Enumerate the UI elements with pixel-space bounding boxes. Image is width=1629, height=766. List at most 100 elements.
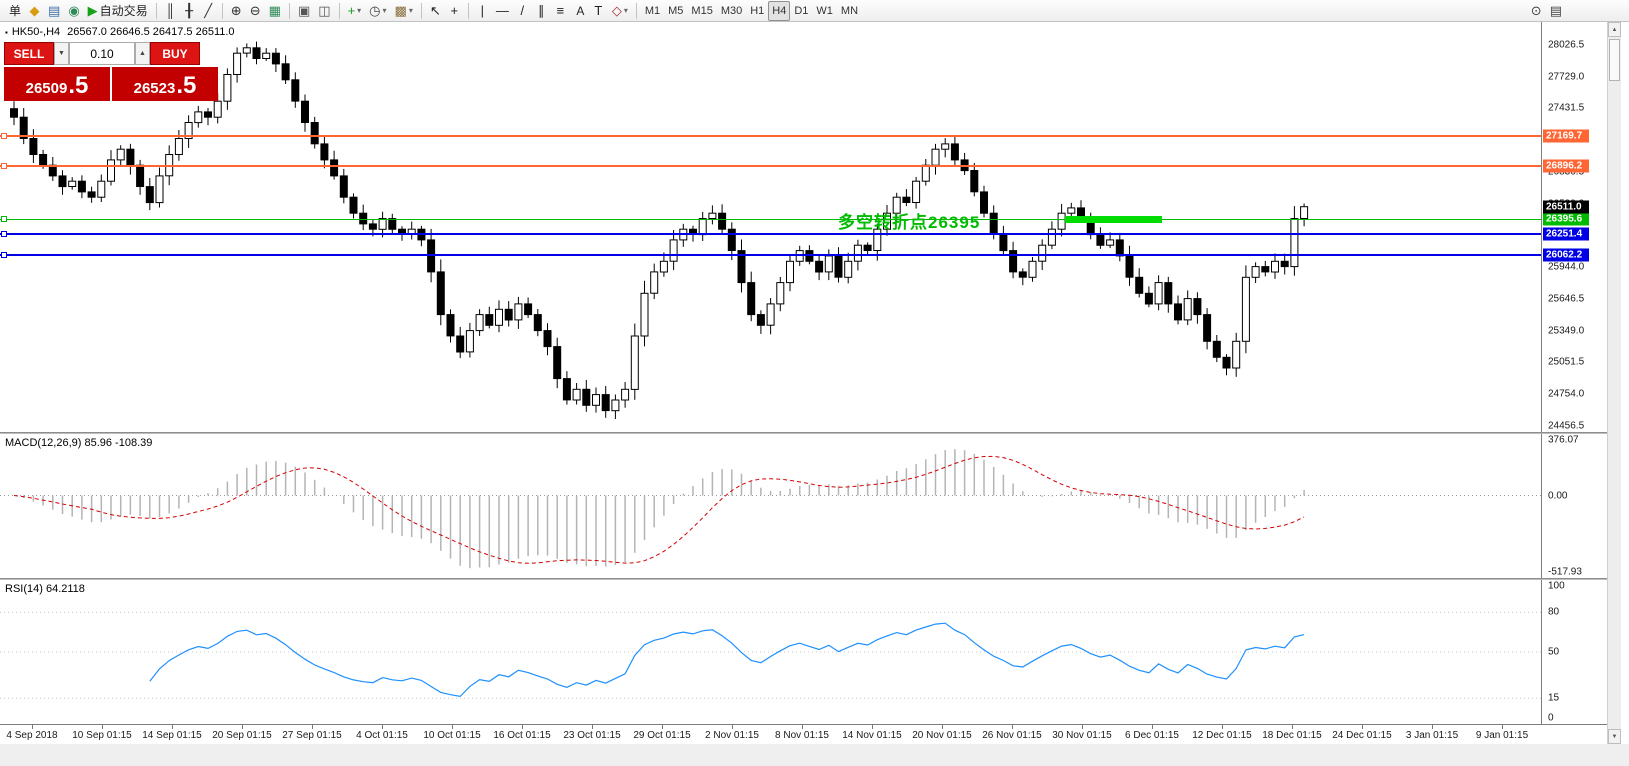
line-chart-mode-icon[interactable]: ╱ <box>204 3 213 18</box>
horizontal-line[interactable] <box>0 218 1541 220</box>
vertical-scrollbar[interactable]: ▲ ▼ <box>1607 22 1621 744</box>
label-tool-icon[interactable]: T <box>594 3 603 18</box>
search-icon[interactable]: ⊙ <box>1530 3 1542 18</box>
lot-decrease-button[interactable]: ▼ <box>54 42 69 65</box>
price-tag: 26251.4 <box>1543 227 1589 241</box>
timeframe-mn-button[interactable]: MN <box>840 4 859 17</box>
time-tick <box>172 725 173 729</box>
crosshair-icon[interactable]: + <box>450 3 459 18</box>
fibonacci-tool-icon[interactable]: ≡ <box>556 3 565 18</box>
horizontal-line[interactable] <box>0 233 1541 236</box>
line-handle[interactable] <box>1 216 7 223</box>
scroll-up-button[interactable]: ▲ <box>1608 22 1621 37</box>
periods-icon[interactable]: ◷ ▾ <box>369 3 387 18</box>
time-axis-label: 14 Nov 01:15 <box>842 730 902 741</box>
toolbar-separator <box>288 2 290 19</box>
horizontal-line-tool-icon[interactable]: — <box>495 3 509 18</box>
panel-splitter[interactable] <box>0 432 1607 434</box>
chart-profile-icon[interactable]: ▤ <box>48 3 61 18</box>
zoom-in-icon[interactable]: ⊕ <box>230 3 242 18</box>
ohlc-values-label: 26567.0 26646.5 26417.5 26511.0 <box>67 26 235 38</box>
macd-panel[interactable]: MACD(12,26,9) 85.96 -108.39 <box>0 434 1541 578</box>
templates-icon[interactable]: ▩ ▾ <box>394 3 413 18</box>
timeframe-m30-button[interactable]: M30 <box>720 4 743 17</box>
green-trend-segment[interactable] <box>1065 215 1162 223</box>
time-axis-label: 27 Sep 01:15 <box>282 730 342 741</box>
autotrading-button[interactable]: ▶ 自动交易 <box>87 3 148 18</box>
rsi-indicator-label: RSI(14) 64.2118 <box>5 583 85 595</box>
scrollbar-thumb[interactable] <box>1609 39 1620 81</box>
horizontal-line[interactable] <box>0 135 1541 138</box>
price-tag: 26062.2 <box>1543 248 1589 262</box>
rsi-axis-label: 50 <box>1548 646 1560 658</box>
time-axis-label: 6 Dec 01:15 <box>1125 730 1179 741</box>
time-tick <box>1152 725 1153 729</box>
price-axis-label: 24456.5 <box>1548 420 1585 432</box>
auto-scroll-icon[interactable]: ▦ <box>268 3 281 18</box>
time-axis-label: 4 Sep 2018 <box>6 730 58 741</box>
symbol-name-label: HK50-,H4 <box>11 26 61 38</box>
time-tick <box>872 725 873 729</box>
horizontal-line[interactable] <box>0 253 1541 256</box>
cascade-windows-icon[interactable]: ◫ <box>318 3 331 18</box>
buy-price-display[interactable]: 26523 .5 <box>112 67 218 101</box>
time-tick <box>662 725 663 729</box>
time-axis-label: 16 Oct 01:15 <box>493 730 551 741</box>
market-watch-icon[interactable]: ◉ <box>68 3 80 18</box>
tile-windows-icon[interactable]: ▣ <box>297 3 311 18</box>
one-click-trading-panel: SELL ▼ ▲ BUY 26509 .5 26523 .5 <box>4 42 220 101</box>
sell-button[interactable]: SELL <box>4 42 54 65</box>
line-handle[interactable] <box>1 162 7 169</box>
line-handle[interactable] <box>1 133 7 140</box>
timeframe-d1-button[interactable]: D1 <box>794 4 809 17</box>
lot-size-input[interactable] <box>69 42 135 65</box>
price-tag: 27169.7 <box>1543 129 1589 143</box>
rsi-axis-label: 15 <box>1548 692 1560 704</box>
price-axis-label: 27431.5 <box>1548 102 1585 114</box>
toolbar-separator <box>420 2 422 19</box>
vertical-line-tool-icon[interactable]: | <box>480 3 485 18</box>
panel-splitter[interactable] <box>0 578 1607 580</box>
time-axis-label: 24 Dec 01:15 <box>1332 730 1392 741</box>
horizontal-line[interactable] <box>0 164 1541 167</box>
time-axis-label: 18 Dec 01:15 <box>1262 730 1322 741</box>
shapes-tool-icon[interactable]: ◇ ▾ <box>611 3 628 18</box>
time-axis-label: 26 Nov 01:15 <box>982 730 1042 741</box>
data-window-icon[interactable]: ▤ <box>1549 3 1562 18</box>
scroll-down-button[interactable]: ▼ <box>1608 729 1621 744</box>
timeframe-h1-button[interactable]: H1 <box>750 4 765 17</box>
toolbar: 单 ◆ ▤ ◉ ▶ 自动交易 ║ ╂ ╱ ⊕ ⊖ ▦ ▣ ◫ + ▾ ◷ ▾ ▩ ▾ ↖ + | — / ∥ ≡ A T ◇ ▾ M1 M5 M1… <box>0 0 1629 22</box>
time-tick <box>592 725 593 729</box>
text-tool-button[interactable]: A <box>576 3 585 18</box>
line-handle[interactable] <box>1 251 7 258</box>
channel-tool-icon[interactable]: ∥ <box>538 3 545 18</box>
rsi-panel[interactable]: RSI(14) 64.2118 <box>0 580 1541 724</box>
macd-chart <box>0 449 1541 569</box>
order-menu-button[interactable]: 单 <box>9 4 22 18</box>
buy-button[interactable]: BUY <box>150 42 200 65</box>
bar-chart-mode-icon[interactable]: ║ <box>165 3 175 18</box>
line-handle[interactable] <box>1 231 7 238</box>
timeframe-w1-button[interactable]: W1 <box>816 4 833 17</box>
candlestick-mode-icon[interactable]: ╂ <box>185 3 194 18</box>
macd-axis-label: -517.93 <box>1548 566 1582 578</box>
lot-increase-button[interactable]: ▲ <box>135 42 150 65</box>
rsi-axis-label: 100 <box>1548 580 1565 592</box>
timeframe-m15-button[interactable]: M15 <box>691 4 713 17</box>
new-order-icon[interactable]: ◆ <box>29 3 40 18</box>
indicators-icon[interactable]: + ▾ <box>347 3 362 18</box>
sell-price-display[interactable]: 26509 .5 <box>4 67 110 101</box>
zoom-out-icon[interactable]: ⊖ <box>249 3 261 18</box>
timeframe-m5-button[interactable]: M5 <box>668 4 684 17</box>
timeframe-m1-button[interactable]: M1 <box>644 4 661 17</box>
trendline-tool-icon[interactable]: / <box>520 3 525 18</box>
cursor-icon[interactable]: ↖ <box>429 3 441 18</box>
time-axis-label: 29 Oct 01:15 <box>633 730 691 741</box>
candlestick-chart[interactable] <box>0 22 1541 432</box>
time-tick <box>1362 725 1363 729</box>
time-tick <box>1012 725 1013 729</box>
timeframe-h4-button[interactable]: H4 <box>768 0 791 21</box>
price-axis-label: 24754.0 <box>1548 388 1585 400</box>
price-chart-panel[interactable]: ▪ HK50-,H4 26567.0 26646.5 26417.5 26511… <box>0 22 1541 432</box>
symbol-marker-icon: ▪ <box>5 27 8 37</box>
